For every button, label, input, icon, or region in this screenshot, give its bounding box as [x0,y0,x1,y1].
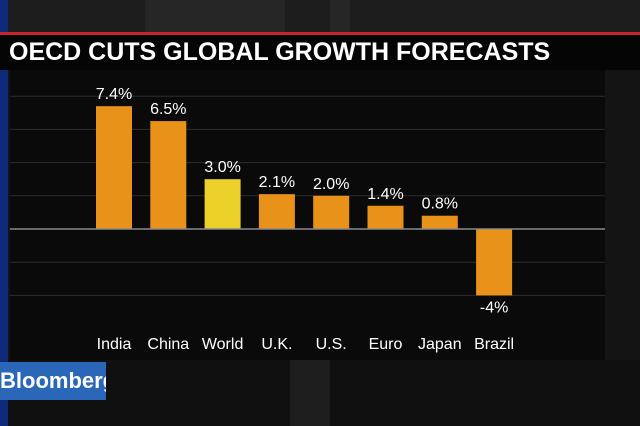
data-label: 7.4% [96,86,132,103]
data-label: -4% [480,299,508,316]
bar-euro [367,205,404,229]
x-tick-label: World [202,336,244,353]
bar-world [204,179,241,229]
bar-india [96,106,132,229]
bar-brazil [476,229,513,296]
left-edge-strip [0,0,8,426]
data-label: 2.1% [259,174,295,191]
x-tick-label: Japan [418,336,462,353]
background-top [0,0,640,32]
x-tick-label: China [147,336,189,353]
background-panel [145,0,285,34]
data-label: 0.8% [422,196,458,213]
x-tick-label: U.K. [261,336,292,353]
background-column [290,360,330,426]
x-tick-label: U.S. [316,336,347,353]
data-label: 2.0% [313,176,349,193]
bar-uk [258,194,295,229]
data-label: 6.5% [150,101,186,118]
bloomberg-logo: Bloomberg [0,362,106,400]
background-panel [330,0,350,34]
data-label: 3.0% [204,159,240,176]
x-tick-label: Brazil [474,336,514,353]
title-bar: OECD CUTS GLOBAL GROWTH FORECASTS [0,32,640,70]
x-tick-label: Euro [369,336,403,353]
bar-china [150,121,187,229]
bar-japan [421,215,458,229]
bar-us [313,195,350,229]
chart-title: OECD CUTS GLOBAL GROWTH FORECASTS [9,38,551,66]
data-label: 1.4% [367,186,403,203]
x-tick-label: India [97,336,132,353]
